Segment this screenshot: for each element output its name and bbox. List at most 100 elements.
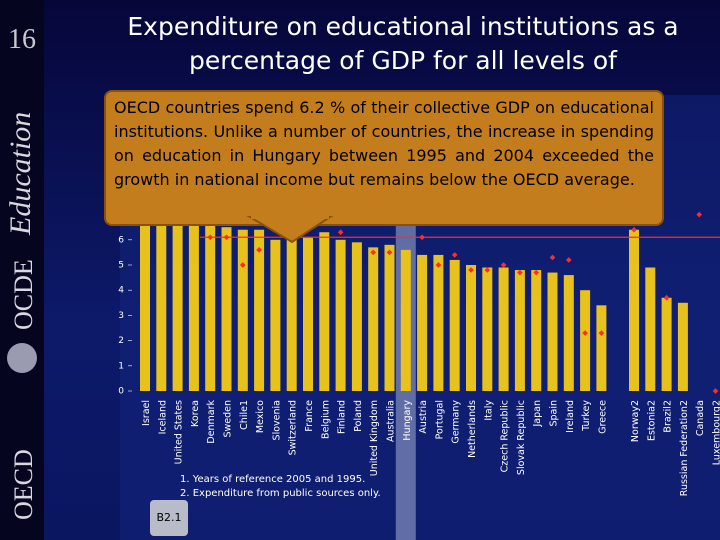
diamond-marker [419,234,425,241]
diamond-marker [239,262,246,268]
bar [433,254,444,391]
x-tick-label: Finland [337,400,348,434]
diamond-marker [517,269,523,276]
x-tick-label: Poland [353,400,364,432]
bar [629,229,639,391]
bar [514,270,525,391]
x-tick-label: Turkey [581,400,592,432]
footnote: 1. Years of reference 2005 and 1995. [180,474,365,485]
bar [677,302,688,391]
diamond-marker [582,330,588,336]
x-tick-label: Korea [190,400,201,427]
bar [286,234,297,391]
bar [351,242,362,391]
diamond-marker [468,267,474,273]
x-tick-label: Australia [386,400,397,442]
x-tick-label: Iceland [157,400,168,434]
bar [400,249,411,391]
x-tick-label: Brazil2 [663,400,674,433]
x-tick-label: Slovenia [271,400,282,440]
diamond-marker [223,234,230,241]
diamond-marker [370,249,377,256]
x-tick-label: Estonia2 [646,400,657,441]
x-tick-label: Ireland [565,400,576,433]
diamond-marker [549,254,556,261]
x-tick-label: Israel [141,400,152,426]
y-tick-label: 1 [118,361,124,371]
bar [563,275,574,391]
callout: OECD countries spend 6.2 % of their coll… [104,90,664,226]
x-tick-label: Austria [418,400,429,434]
x-tick-label: Hungary [402,400,413,441]
x-tick-label: United Kingdom [369,400,380,476]
diamond-marker [663,294,670,301]
footnote: 2. Expenditure from public sources only. [180,488,381,499]
bar [384,244,395,391]
diamond-marker [533,269,540,276]
bar [254,229,265,391]
sidebar [0,0,44,540]
diamond-marker [712,388,719,394]
brand-en: OECD [9,449,38,520]
y-tick-label: 2 [118,336,124,346]
bar [140,181,150,391]
slide-number: 16 [8,24,36,55]
bar [531,270,542,391]
x-tick-label: Norway2 [630,400,641,442]
bar [417,254,428,391]
bar [270,239,281,391]
bar [547,272,558,391]
bar [580,290,591,391]
bar [172,204,183,391]
bar [205,209,216,391]
badge: B2.1 [156,511,181,524]
diamond-marker [631,226,637,233]
x-tick-label: Portugal [434,400,445,439]
y-tick-label: 5 [118,261,124,271]
diamond-marker [451,252,458,258]
y-tick-label: 3 [118,311,124,321]
x-tick-label: Belgium [320,400,331,439]
bar [156,189,167,391]
x-tick-label: Switzerland [288,400,299,455]
diamond-marker [484,267,491,273]
diamond-marker [565,257,572,263]
badge-box [150,500,188,536]
bar [498,267,509,391]
diamond-marker [435,262,442,268]
diamond-marker [386,249,393,256]
bar [596,305,607,391]
brand-fr: OCDE [9,259,38,330]
bar [237,229,248,391]
x-tick-label: Italy [483,400,494,421]
diamond-marker [598,330,605,336]
diamond-marker [337,229,344,236]
x-tick-label: Luxembourg2 [712,400,720,465]
bar [221,227,232,391]
x-tick-label: Mexico [255,400,266,433]
x-tick-label: Germany [451,400,462,444]
bar [319,232,330,391]
x-tick-label: Chile1 [239,400,250,430]
bar [466,265,476,391]
x-tick-label: Spain [549,400,560,427]
x-tick-label: Greece [597,400,608,434]
bar [188,209,199,391]
y-tick-label: 4 [118,286,124,296]
x-tick-label: Russian Federation2 [679,400,690,496]
logo-circle [7,343,37,373]
bar [482,267,493,391]
x-tick-label: Sweden [223,400,234,438]
bar [645,267,656,391]
y-tick-label: 6 [118,235,124,245]
bar [661,297,672,391]
x-tick-label: Japan [532,400,543,428]
diamond-marker [500,262,507,268]
bar [303,237,313,391]
x-tick-label: Slovak Republic [516,400,527,475]
bar [335,239,346,391]
diamond-marker [696,211,703,218]
diamond-marker [256,247,262,253]
bar [368,247,379,391]
